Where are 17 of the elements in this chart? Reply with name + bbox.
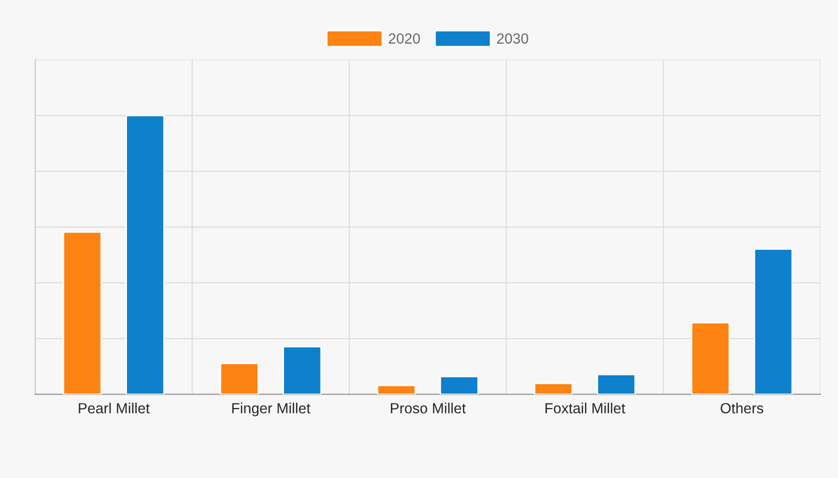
- bar: [440, 376, 479, 394]
- legend-label: 2030: [497, 33, 528, 44]
- x-tick-label: Foxtail Millet: [546, 402, 626, 414]
- bar: [754, 248, 793, 394]
- legend-label: 2020: [388, 33, 420, 44]
- bar: [596, 374, 636, 394]
- x-tick-label: Others: [720, 402, 764, 414]
- bar: [376, 384, 416, 394]
- bar: [534, 382, 573, 394]
- x-tick-label: Finger Millet: [232, 402, 310, 416]
- bar: [220, 362, 259, 394]
- bar: [126, 114, 165, 394]
- bar: [282, 346, 322, 394]
- bar: [690, 322, 730, 394]
- bar: [62, 231, 102, 394]
- x-tick-label: Pearl Millet: [78, 402, 150, 414]
- x-tick-label: Proso Millet: [390, 402, 466, 414]
